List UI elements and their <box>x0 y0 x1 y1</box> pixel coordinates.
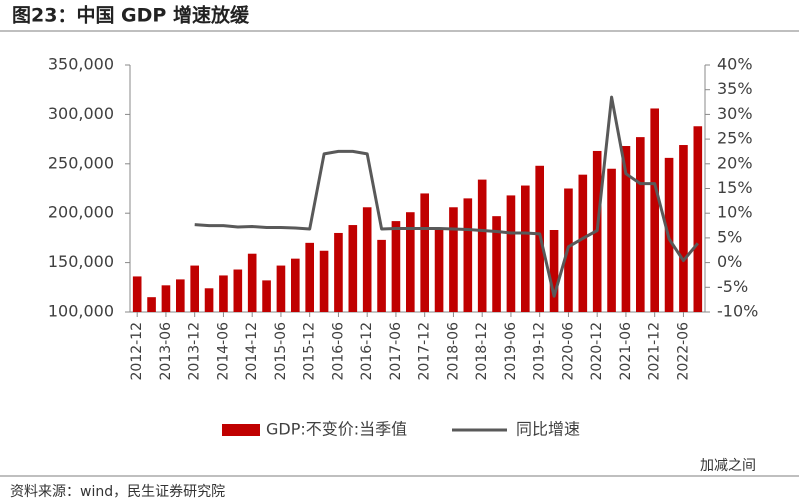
bar <box>161 285 171 312</box>
y-tick-label: 300,000 <box>48 104 114 123</box>
bar <box>578 174 588 312</box>
x-tick-label: 2013-12 <box>187 322 203 381</box>
bar <box>449 207 458 312</box>
x-tick-label: 2019-12 <box>532 322 548 381</box>
bar <box>521 185 530 312</box>
bar <box>406 212 415 312</box>
y2-tick-label: 15% <box>717 178 753 197</box>
bar <box>204 288 214 312</box>
bar <box>319 250 329 312</box>
x-tick-label: 2020-12 <box>589 322 605 381</box>
bar <box>219 275 228 312</box>
x-tick-label: 2016-12 <box>359 322 375 381</box>
y2-tick-label: 40% <box>717 55 753 74</box>
x-tick-label: 2018-12 <box>474 322 490 381</box>
x-tick-label: 2020-06 <box>560 322 576 381</box>
y2-tick-label: 0% <box>717 252 742 271</box>
x-tick-label: 2012-12 <box>129 322 145 381</box>
bar <box>477 179 487 312</box>
y-tick-label: 250,000 <box>48 153 114 172</box>
legend-swatch <box>222 424 260 436</box>
bar <box>621 146 631 312</box>
bar <box>147 297 156 312</box>
bar <box>247 253 257 312</box>
chart-title: 图23：中国 GDP 增速放缓 <box>12 4 250 27</box>
y2-tick-label: 5% <box>717 227 742 246</box>
bar <box>420 193 429 312</box>
x-tick-label: 2016-06 <box>330 322 346 381</box>
bar <box>233 269 243 312</box>
y2-tick-label: 25% <box>717 129 753 148</box>
y2-tick-label: 20% <box>717 153 753 172</box>
x-tick-label: 2017-06 <box>388 322 404 381</box>
bar <box>132 276 142 312</box>
x-tick-label: 2015-06 <box>273 322 289 381</box>
bar <box>607 168 616 312</box>
watermark: 加减之间 <box>700 458 756 474</box>
bar <box>305 242 314 312</box>
bar <box>348 225 358 312</box>
x-tick-label: 2014-12 <box>244 322 260 381</box>
bar <box>650 108 659 312</box>
bar <box>679 145 688 312</box>
bar <box>176 279 185 312</box>
y-tick-label: 100,000 <box>48 302 114 321</box>
x-tick-label: 2013-06 <box>158 322 174 381</box>
bar <box>291 258 300 312</box>
legend-label: 同比增速 <box>516 420 580 439</box>
x-tick-label: 2022-06 <box>675 322 691 381</box>
y2-tick-label: 35% <box>717 79 753 98</box>
x-tick-label: 2019-06 <box>503 322 519 381</box>
x-tick-label: 2018-06 <box>445 322 461 381</box>
x-tick-label: 2014-06 <box>215 322 231 381</box>
x-tick-label: 2021-06 <box>618 322 634 381</box>
bar <box>377 239 386 312</box>
bar <box>549 229 559 312</box>
y-tick-label: 200,000 <box>48 203 114 222</box>
line <box>194 95 699 298</box>
bar <box>434 228 444 312</box>
source: 资料来源：wind，民生证券研究院 <box>10 484 225 500</box>
bar <box>190 265 199 312</box>
y2-tick-label: 30% <box>717 104 753 123</box>
bar <box>506 195 516 312</box>
bar <box>492 216 501 312</box>
x-tick-label: 2017-12 <box>417 322 433 381</box>
y-tick-label: 350,000 <box>48 55 114 74</box>
bar <box>362 207 372 312</box>
bar <box>636 137 645 312</box>
bar <box>276 265 286 312</box>
bar <box>693 126 703 312</box>
bar <box>334 232 343 312</box>
y2-tick-label: -5% <box>717 277 748 296</box>
bar <box>463 198 473 312</box>
bar <box>391 221 401 312</box>
bar <box>262 280 271 312</box>
y-tick-label: 150,000 <box>48 252 114 271</box>
y2-tick-label: 10% <box>717 203 753 222</box>
y2-tick-label: -10% <box>717 302 758 321</box>
x-tick-label: 2021-12 <box>647 322 663 381</box>
legend-label: GDP:不变价:当季值 <box>266 420 407 439</box>
x-tick-label: 2015-12 <box>302 322 318 381</box>
